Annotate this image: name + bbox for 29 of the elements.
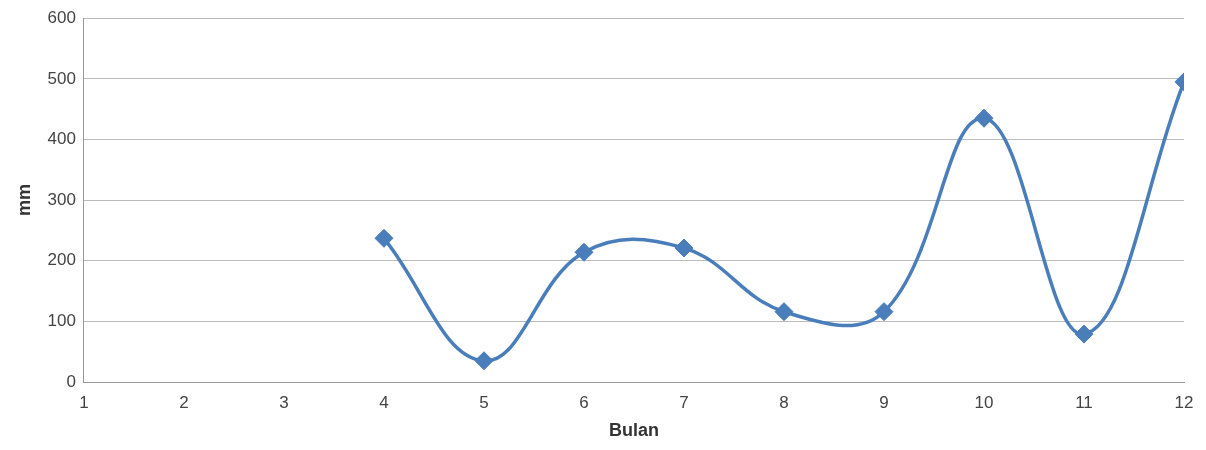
x-tick-label: 12 — [1174, 392, 1194, 412]
point — [674, 238, 694, 258]
y-tick-label: 100 — [47, 311, 76, 331]
y-tick-label: 500 — [47, 68, 76, 88]
point — [374, 228, 394, 248]
point — [474, 351, 494, 371]
y-tick-label: 600 — [47, 7, 76, 27]
point — [974, 108, 994, 128]
point — [774, 302, 794, 322]
x-tick-label: 9 — [879, 392, 889, 412]
y-tick-label: 400 — [47, 129, 76, 149]
y-tick-label: 300 — [47, 189, 76, 209]
y-axis-title: mm — [13, 184, 34, 217]
x-tick-label: 7 — [679, 392, 689, 412]
y-tick-label: 0 — [66, 371, 76, 391]
y-tick-label: 200 — [47, 250, 76, 270]
point — [874, 302, 894, 322]
x-tick-label: 5 — [479, 392, 489, 412]
x-tick-label: 4 — [379, 392, 389, 412]
x-tick-label: 10 — [974, 392, 994, 412]
x-tick-label: 1 — [79, 392, 89, 412]
x-axis-title: Bulan — [608, 420, 659, 441]
x-tick-label: 2 — [179, 392, 189, 412]
point — [1074, 324, 1094, 344]
x-tick-label: 11 — [1075, 392, 1093, 412]
x-tick-label: 3 — [279, 392, 289, 412]
point — [574, 242, 594, 262]
x-tick-label: 8 — [779, 392, 789, 412]
x-tick-label: 6 — [579, 392, 589, 412]
